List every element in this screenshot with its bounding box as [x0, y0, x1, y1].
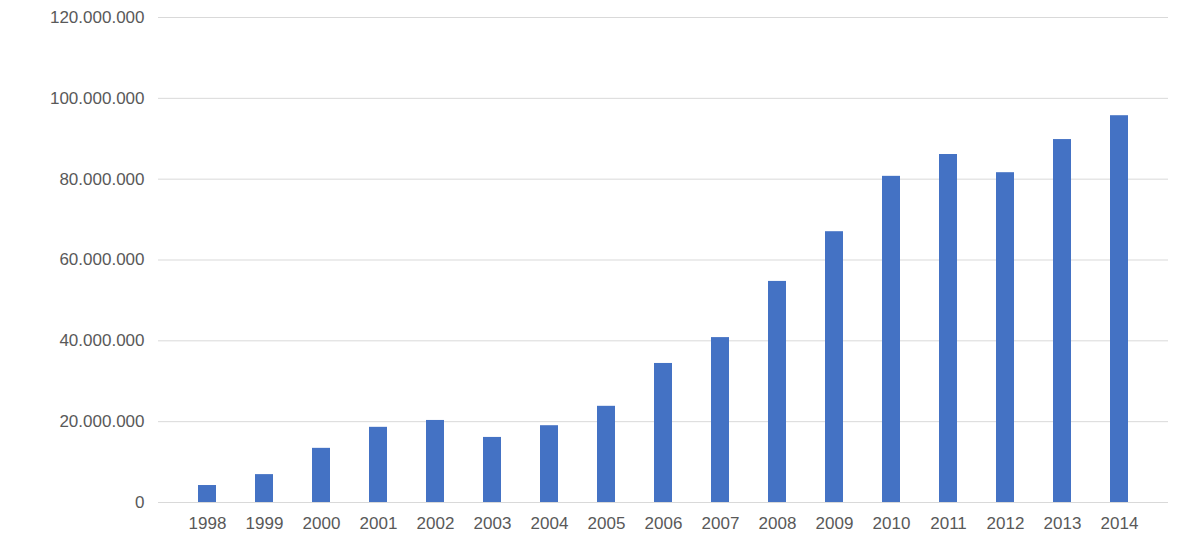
- svg-text:2005: 2005: [588, 514, 626, 533]
- svg-text:100.000.000: 100.000.000: [50, 89, 145, 108]
- svg-text:1998: 1998: [189, 514, 227, 533]
- svg-text:2003: 2003: [474, 514, 512, 533]
- svg-text:2014: 2014: [1101, 514, 1139, 533]
- svg-text:2004: 2004: [531, 514, 569, 533]
- svg-text:2008: 2008: [759, 514, 797, 533]
- svg-text:0: 0: [135, 493, 144, 512]
- svg-text:2007: 2007: [702, 514, 740, 533]
- svg-text:1999: 1999: [246, 514, 284, 533]
- svg-text:60.000.000: 60.000.000: [59, 250, 144, 269]
- svg-text:2006: 2006: [645, 514, 683, 533]
- svg-text:2010: 2010: [873, 514, 911, 533]
- svg-text:20.000.000: 20.000.000: [59, 412, 144, 431]
- svg-text:40.000.000: 40.000.000: [59, 331, 144, 350]
- svg-text:2011: 2011: [930, 514, 967, 533]
- svg-text:2001: 2001: [360, 514, 398, 533]
- svg-text:2002: 2002: [417, 514, 455, 533]
- svg-text:2000: 2000: [303, 514, 341, 533]
- svg-text:2012: 2012: [987, 514, 1025, 533]
- svg-text:2009: 2009: [816, 514, 854, 533]
- svg-text:120.000.000: 120.000.000: [50, 8, 145, 27]
- svg-text:2013: 2013: [1044, 514, 1082, 533]
- svg-text:80.000.000: 80.000.000: [59, 170, 144, 189]
